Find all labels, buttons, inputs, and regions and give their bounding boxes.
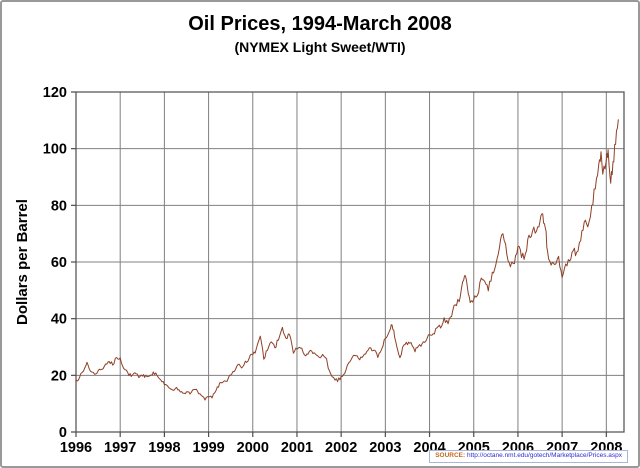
x-tick-label: 2002	[325, 440, 357, 456]
x-tick-label: 2001	[281, 440, 313, 456]
chart-subtitle: (NYMEX Light Sweet/WTI)	[234, 39, 406, 55]
chart-title: Oil Prices, 1994-March 2008	[188, 13, 452, 35]
y-tick-label: 80	[51, 198, 67, 214]
y-tick-label: 20	[51, 368, 67, 384]
x-tick-label: 1997	[104, 440, 136, 456]
y-tick-label: 100	[43, 142, 67, 158]
x-tick-label: 1998	[148, 440, 180, 456]
x-tick-label: 2000	[237, 440, 269, 456]
price-line	[75, 119, 619, 401]
x-tick-label: 2003	[369, 440, 401, 456]
x-tick-label: 1999	[192, 440, 224, 456]
source-label: SOURCE:	[435, 452, 466, 459]
y-tick-label: 0	[59, 425, 67, 441]
x-tick-label: 1996	[60, 440, 92, 456]
y-tick-label: 120	[43, 85, 67, 101]
y-tick-label: 60	[51, 255, 67, 271]
source-note: SOURCE: http://octane.nmt.edu/gotech/Mar…	[429, 450, 628, 463]
y-tick-label: 40	[51, 312, 67, 328]
source-url: http://octane.nmt.edu/gotech/Marketplace…	[466, 452, 622, 459]
